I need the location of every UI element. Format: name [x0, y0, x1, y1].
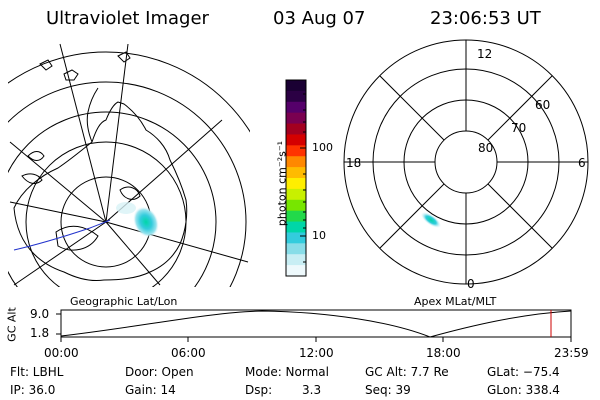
altitude-plot [56, 309, 572, 342]
glon-info: GLon: 338.4 [487, 383, 560, 397]
altitude-ticks [56, 313, 572, 342]
color-bar-ticks [300, 93, 306, 263]
color-bar-band [286, 199, 306, 212]
mlat-label-70: 70 [511, 121, 527, 135]
color-bar-band [286, 156, 306, 168]
color-bar-band [286, 178, 306, 190]
color-bar-band [286, 145, 306, 157]
glat-info: GLat: −75.4 [487, 365, 560, 379]
altitude-xtick-0000: 00:00 [44, 346, 79, 360]
color-bar [286, 80, 306, 277]
seq-info: Seq: 39 [365, 383, 411, 397]
aurora-emission-right [420, 211, 442, 229]
date-label: 03 Aug 07 [273, 8, 366, 29]
color-bar-band [286, 243, 306, 255]
color-bar-band [286, 90, 306, 103]
colorbar-tick-10: 10 [312, 229, 326, 242]
colorbar-unit-label: photon cm⁻²s⁻¹ [275, 140, 289, 227]
colorbar-tick-100: 100 [312, 141, 333, 154]
gc-alt-info: GC Alt: 7.7 Re [365, 365, 449, 379]
color-bar-band [286, 167, 306, 179]
left-map-caption: Geographic Lat/Lon [70, 295, 178, 308]
altitude-xtick-2359: 23:59 [554, 346, 589, 360]
color-bar-band [286, 123, 306, 135]
mlat-label-80: 80 [478, 141, 494, 155]
altitude-xtick-1200: 12:00 [299, 346, 334, 360]
time-label: 23:06:53 UT [430, 8, 541, 29]
color-bar-band [286, 265, 306, 277]
color-bar-band [286, 80, 306, 92]
mode-info: Mode: Normal [245, 365, 329, 379]
color-bar-band [286, 221, 306, 233]
geographic-map [8, 43, 250, 287]
mlt-label-0: 0 [467, 277, 475, 291]
altitude-xtick-0600: 06:00 [171, 346, 206, 360]
color-bar-band [286, 101, 306, 114]
door-info: Door: Open [125, 365, 194, 379]
magnetic-map [343, 39, 589, 285]
altitude-ytick-min: 1.8 [30, 326, 50, 340]
mlt-label-6: 6 [578, 156, 586, 170]
color-bar-band [286, 210, 306, 223]
color-bar-band [286, 188, 306, 201]
right-map-caption: Apex MLat/MLT [414, 295, 497, 308]
ground-track [13, 219, 111, 251]
color-bar-band [286, 112, 306, 125]
altitude-ytick-max: 9.0 [30, 307, 50, 321]
antarctica-coastline [13, 101, 188, 281]
color-bar-band [286, 254, 306, 266]
mlt-label-12: 12 [477, 47, 493, 61]
filter-info: Flt: LBHL [10, 365, 64, 379]
ip-info: IP: 36.0 [10, 383, 56, 397]
dsp-label: Dsp: [245, 383, 273, 397]
altitude-ylabel: GC Alt [5, 307, 19, 342]
instrument-title: Ultraviolet Imager [46, 8, 209, 29]
dsp-value: 3.3 [302, 383, 322, 397]
mlat-label-60: 60 [535, 98, 551, 112]
mlt-label-18: 18 [346, 156, 362, 170]
gain-info: Gain: 14 [125, 383, 176, 397]
altitude-xtick-1800: 18:00 [426, 346, 461, 360]
color-bar-band [286, 134, 306, 146]
aurora-emission-left [133, 206, 159, 238]
altitude-curve [60, 310, 572, 338]
longitude-grid [9, 43, 249, 286]
color-bar-band [286, 232, 306, 244]
mlt-spokes [344, 40, 588, 284]
color-bar-frame [285, 79, 307, 277]
